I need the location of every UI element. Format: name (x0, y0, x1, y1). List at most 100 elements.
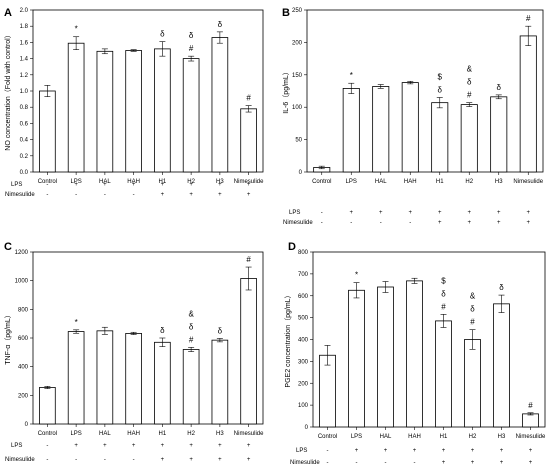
treatment-sign: - (327, 448, 329, 454)
significance-marker: # (528, 401, 533, 410)
treatment-sign: + (500, 460, 504, 466)
treatment-sign: - (409, 220, 411, 226)
treatment-sign: - (46, 457, 48, 463)
panel-label: D (288, 241, 296, 253)
treatment-sign: + (161, 457, 165, 463)
treatment-sign: + (218, 443, 222, 449)
category-label: Nimesulide (234, 179, 264, 185)
y-tick-label: 600 (298, 294, 309, 300)
treatment-sign: - (133, 192, 135, 198)
treatment-sign: + (247, 443, 251, 449)
bar (319, 354, 336, 428)
bar (431, 102, 449, 173)
significance-marker: & (188, 309, 194, 318)
treatment-sign: - (46, 443, 48, 449)
treatment-sign: + (132, 443, 136, 449)
treatment-sign: - (75, 457, 77, 463)
y-tick-label: 500 (298, 316, 309, 322)
significance-marker: $ (438, 72, 443, 81)
treatment-sign: + (471, 460, 475, 466)
y-tick-label: 1.2 (20, 73, 29, 79)
y-tick-label: 300 (298, 359, 309, 365)
y-axis-title: PGE2 concentration（pg/mL） (284, 291, 292, 387)
treatment-sign: + (467, 210, 471, 216)
significance-marker: & (467, 65, 473, 74)
significance-marker: $ (441, 276, 446, 285)
bar (435, 320, 452, 428)
treatment-sign: + (218, 182, 222, 188)
treatment-sign: - (75, 192, 77, 198)
bar (377, 286, 394, 428)
category-label: HAL (375, 179, 387, 185)
treatment-sign: + (497, 210, 501, 216)
treatment-row-label: Nimesulide (5, 192, 35, 198)
category-label: Control (38, 431, 57, 437)
category-label: H3 (495, 179, 503, 185)
treatment-sign: + (218, 457, 222, 463)
y-tick-label: 0.0 (20, 170, 29, 176)
bar (406, 280, 423, 428)
plot-frame (32, 251, 264, 425)
treatment-sign: + (247, 182, 251, 188)
significance-marker: δ (441, 289, 446, 298)
panel-label: A (4, 7, 12, 19)
bar (401, 82, 419, 173)
chart-panel: D 0 100 200 300 400 500 600 700 800 PGE2 concentra… (284, 241, 546, 466)
treatment-sign: + (471, 448, 475, 454)
bar (490, 96, 508, 173)
category-label: LPS (70, 431, 81, 437)
y-tick-label: 0.8 (20, 105, 29, 111)
category-label: H3 (216, 431, 224, 437)
y-tick-label: 1200 (15, 250, 29, 256)
treatment-sign: + (161, 182, 165, 188)
treatment-sign: + (526, 220, 530, 226)
treatment-sign: - (321, 210, 323, 216)
category-label: H3 (498, 434, 506, 440)
treatment-sign: + (103, 182, 107, 188)
bar (519, 35, 537, 173)
plot-frame (312, 251, 546, 428)
category-label: H2 (469, 434, 477, 440)
category-label: H2 (187, 179, 195, 185)
treatment-row-label: LPS (289, 210, 300, 216)
treatment-sign: - (104, 457, 106, 463)
y-tick-label: 1.0 (20, 89, 29, 95)
category-label: Control (312, 179, 331, 185)
bar (125, 50, 142, 173)
category-label: HAH (404, 179, 417, 185)
treatment-sign: + (438, 210, 442, 216)
treatment-sign: + (189, 457, 193, 463)
bar (372, 86, 390, 173)
bar (96, 50, 114, 173)
category-label: HAH (127, 179, 140, 185)
treatment-sign: + (247, 192, 251, 198)
significance-marker: δ (189, 322, 194, 331)
bar (348, 289, 365, 428)
bar (39, 90, 56, 173)
y-tick-label: 600 (18, 336, 29, 342)
treatment-sign: + (408, 210, 412, 216)
y-axis-title: IL-6（pg/mL） (282, 68, 290, 114)
bar (154, 341, 171, 425)
y-tick-label: 0.4 (20, 138, 29, 144)
treatment-sign: + (379, 210, 383, 216)
bar (240, 108, 257, 173)
category-label: Nimesulide (513, 179, 543, 185)
treatment-row-label: LPS (11, 182, 22, 188)
y-tick-label: 1.6 (20, 40, 29, 46)
treatment-sign: - (46, 182, 48, 188)
y-tick-label: 800 (18, 307, 29, 313)
bar (154, 48, 171, 173)
y-axis-title: TNF-α（pg/mL） (4, 311, 12, 364)
treatment-sign: + (189, 182, 193, 188)
category-label: H1 (436, 179, 444, 185)
treatment-sign: - (321, 220, 323, 226)
treatment-sign: + (526, 210, 530, 216)
treatment-sign: - (350, 220, 352, 226)
treatment-row-label: LPS (11, 443, 22, 449)
treatment-sign: - (133, 457, 135, 463)
category-label: HAL (99, 431, 111, 437)
category-label: Nimesulide (234, 431, 264, 437)
plot-frame (306, 9, 544, 173)
